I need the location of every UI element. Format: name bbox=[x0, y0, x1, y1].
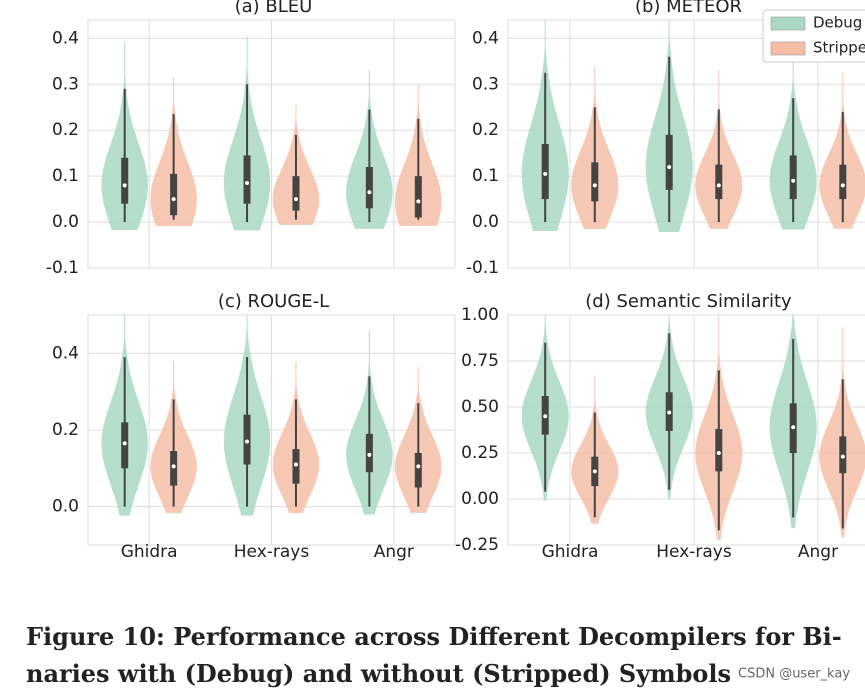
legend-label: Stripped bbox=[813, 39, 865, 57]
chart-title: (b) METEOR bbox=[635, 0, 742, 17]
y-tick-label: -0.1 bbox=[46, 258, 79, 278]
iqr-box bbox=[839, 164, 847, 200]
y-tick-label: 0.00 bbox=[461, 489, 499, 509]
y-tick-label: 0.3 bbox=[52, 74, 79, 94]
median-dot bbox=[367, 190, 372, 195]
violins bbox=[101, 315, 442, 516]
median-dot bbox=[416, 199, 421, 204]
median-dot bbox=[293, 462, 298, 467]
legend-label: Debug bbox=[813, 14, 862, 32]
x-tick-label: Ghidra bbox=[542, 542, 599, 562]
median-dot bbox=[367, 452, 372, 457]
y-tick-label: 0.1 bbox=[472, 166, 499, 186]
x-tick-label: Hex-rays bbox=[234, 542, 310, 562]
panel: -0.1 0.0 0.1 0.2 0.3 0.4 (a) BLEU bbox=[46, 0, 456, 278]
x-tick-label: Angr bbox=[798, 542, 838, 562]
median-dot bbox=[171, 464, 176, 469]
median-dot bbox=[543, 171, 548, 176]
iqr-box bbox=[121, 157, 129, 204]
y-tick-label: 0.4 bbox=[52, 28, 79, 48]
y-tick-label: 0.50 bbox=[461, 397, 499, 417]
y-tick-label: 0.1 bbox=[52, 166, 79, 186]
y-tick-label: 0.2 bbox=[52, 120, 79, 140]
violins bbox=[521, 20, 865, 232]
y-tick-label: 0.75 bbox=[461, 351, 499, 371]
legend-swatch bbox=[770, 41, 806, 56]
median-dot bbox=[293, 197, 298, 202]
y-tick-label: 0.4 bbox=[472, 28, 499, 48]
chart-title: (c) ROUGE-L bbox=[218, 291, 329, 312]
iqr-box bbox=[414, 453, 422, 488]
median-dot bbox=[716, 451, 721, 455]
y-tick-label: 0.0 bbox=[472, 212, 499, 232]
median-dot bbox=[122, 183, 127, 188]
legend-swatch bbox=[770, 16, 806, 31]
iqr-box bbox=[365, 166, 373, 209]
chart-title: (a) BLEU bbox=[235, 0, 313, 17]
median-dot bbox=[416, 464, 421, 469]
median-dot bbox=[592, 469, 597, 474]
caption-line: Figure 10: Performance across Different … bbox=[26, 622, 842, 651]
x-tick-label: Hex-rays bbox=[656, 542, 732, 562]
median-dot bbox=[840, 183, 845, 188]
y-tick-label: 0.0 bbox=[52, 497, 79, 517]
x-tick-label: Ghidra bbox=[121, 542, 178, 562]
median-dot bbox=[716, 183, 721, 188]
y-tick-label: 0.25 bbox=[461, 443, 499, 463]
panel: -0.25 0.00 0.25 0.50 0.75 1.00 Ghidra Hex-rays A… bbox=[455, 291, 865, 562]
median-dot bbox=[171, 197, 176, 202]
caption-line: naries with (Debug) and without (Strippe… bbox=[26, 659, 731, 688]
iqr-box bbox=[715, 164, 723, 200]
iqr-box bbox=[591, 162, 599, 202]
median-dot bbox=[667, 410, 672, 415]
median-dot bbox=[791, 178, 796, 183]
median-dot bbox=[543, 414, 548, 419]
y-tick-label: 0.0 bbox=[52, 212, 79, 232]
median-dot bbox=[122, 441, 127, 446]
median-dot bbox=[592, 183, 597, 188]
median-dot bbox=[245, 439, 250, 444]
median-dot bbox=[667, 164, 672, 169]
median-dot bbox=[840, 454, 845, 459]
y-tick-label: -0.1 bbox=[466, 258, 499, 278]
y-tick-label: 0.4 bbox=[52, 343, 79, 363]
violins bbox=[101, 36, 442, 231]
panel: -0.1 0.0 0.1 0.2 0.3 0.4 (b) METEOR Debug Stripp… bbox=[466, 0, 865, 278]
y-tick-label: 0.2 bbox=[472, 120, 499, 140]
chart-title: (d) Semantic Similarity bbox=[585, 291, 792, 312]
iqr-box bbox=[414, 176, 422, 218]
iqr-box bbox=[789, 155, 797, 200]
watermark: CSDN @user_kay bbox=[738, 667, 850, 682]
panel: 0.0 0.2 0.4 Ghidra Hex-rays Angr (c) ROUGE-L bbox=[52, 291, 456, 562]
iqr-box bbox=[715, 429, 723, 472]
y-tick-label: 0.2 bbox=[52, 420, 79, 440]
iqr-box bbox=[541, 144, 549, 200]
y-tick-label: -0.25 bbox=[455, 535, 499, 555]
x-tick-label: Angr bbox=[374, 542, 414, 562]
y-tick-label: 1.00 bbox=[461, 305, 499, 325]
iqr-box bbox=[243, 155, 251, 204]
iqr-box bbox=[292, 176, 300, 211]
iqr-box bbox=[170, 173, 178, 216]
median-dot bbox=[791, 425, 796, 430]
violins bbox=[521, 315, 865, 540]
y-tick-label: 0.3 bbox=[472, 74, 499, 94]
median-dot bbox=[245, 181, 250, 186]
iqr-box bbox=[665, 134, 673, 190]
